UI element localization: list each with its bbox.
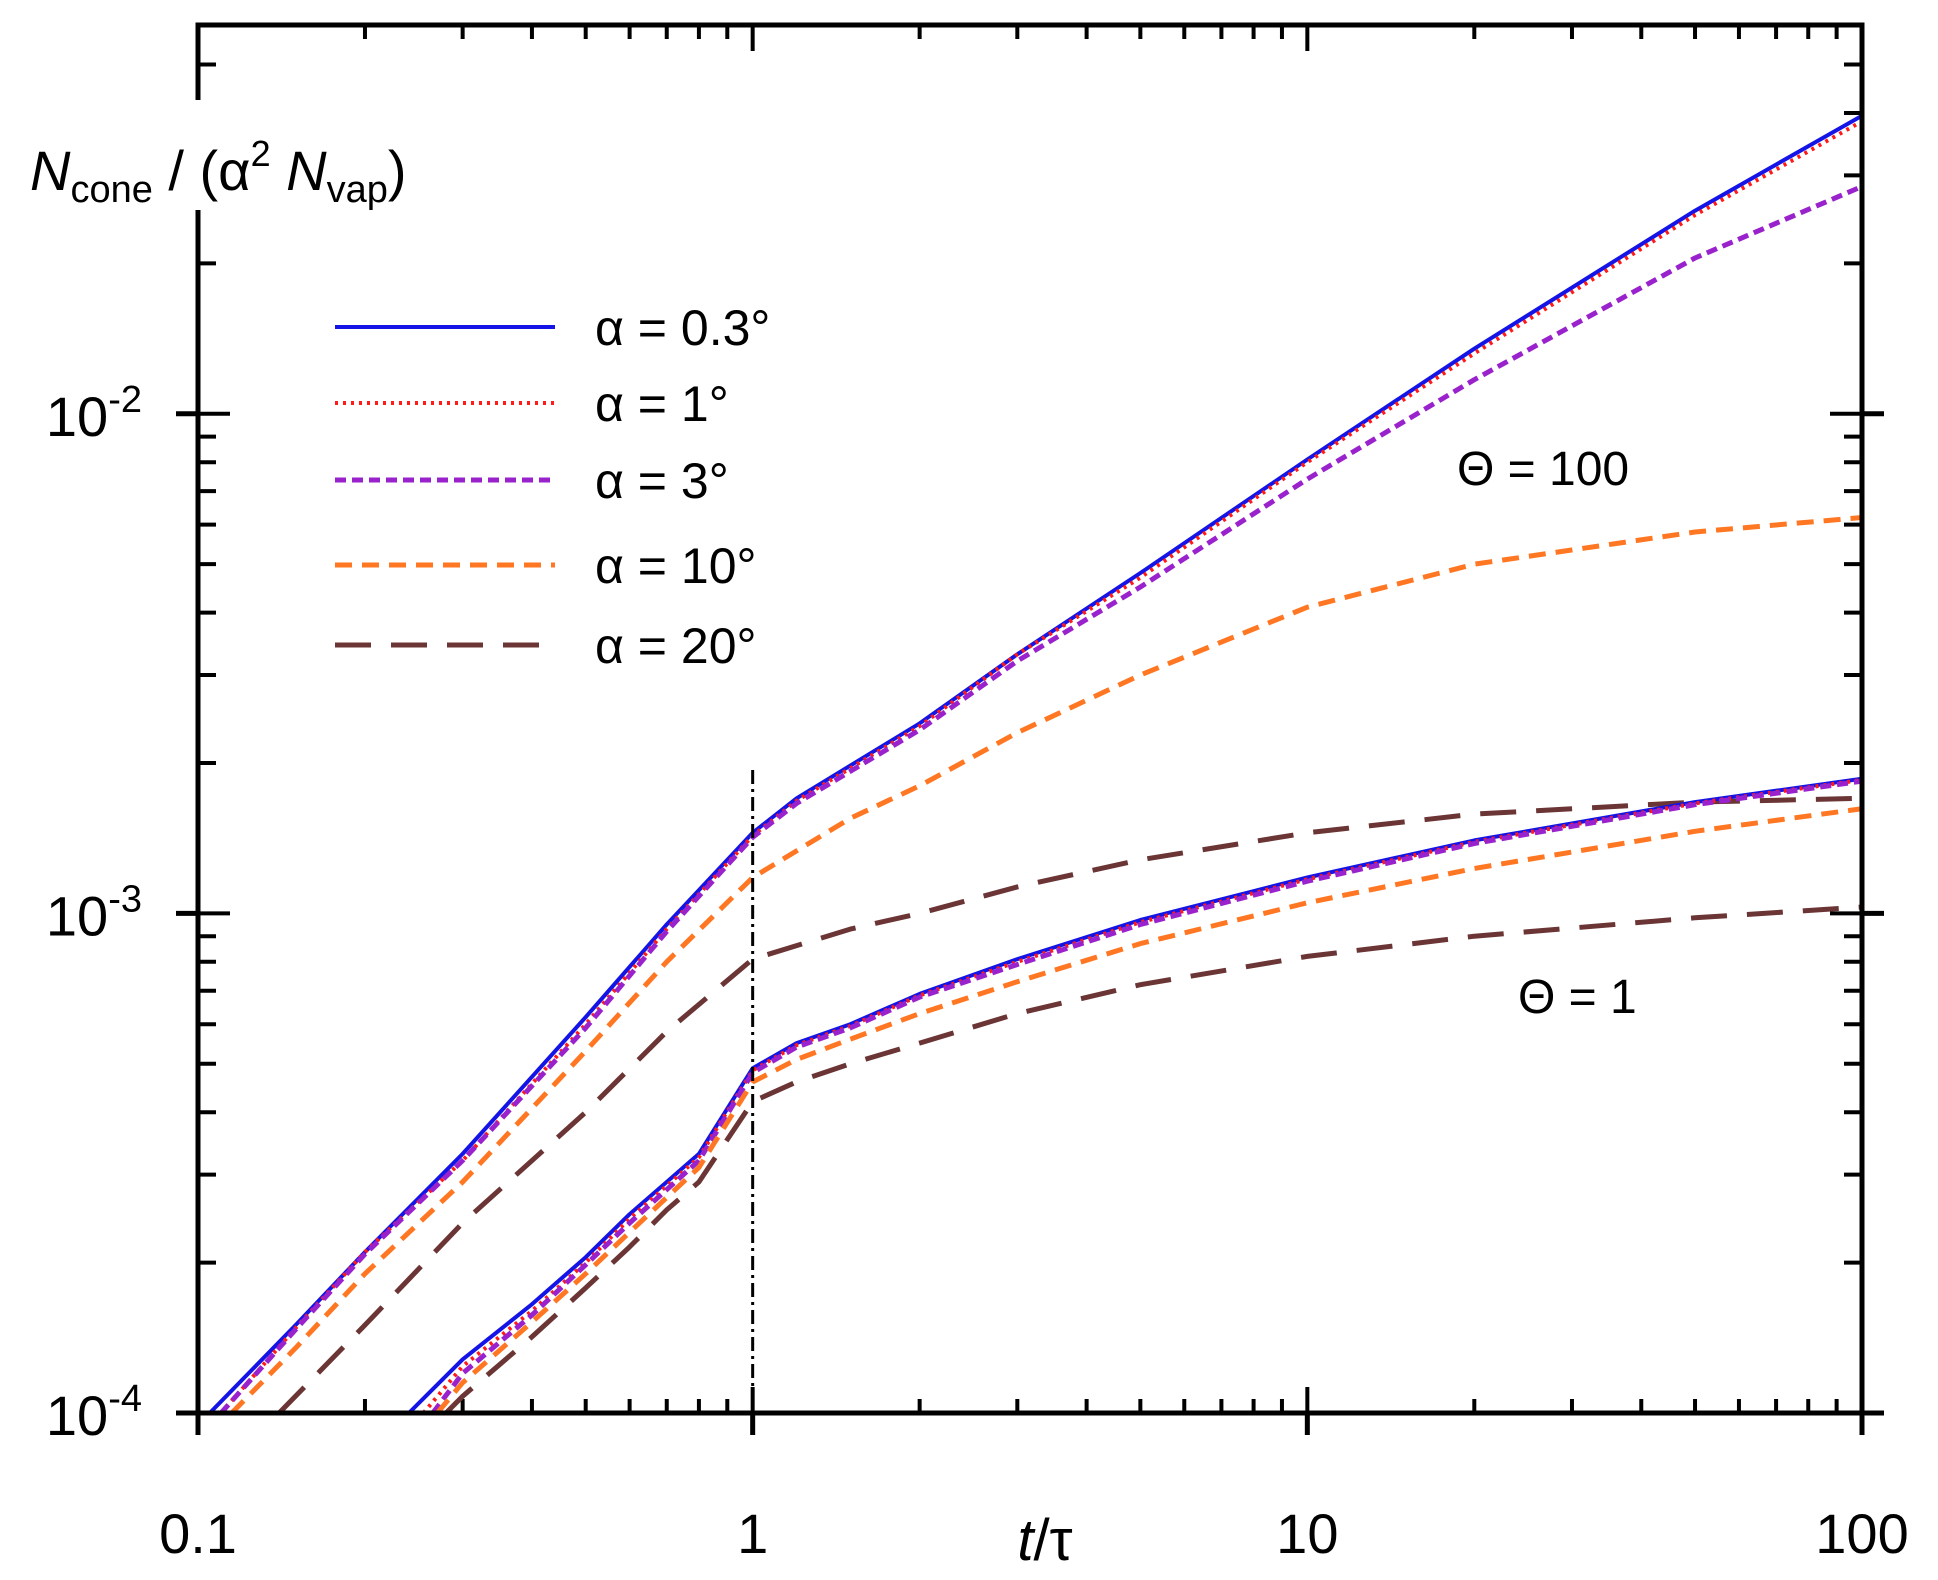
series-line-3 <box>229 515 1862 1413</box>
annotation-theta-100: Θ = 100 <box>1457 443 1629 496</box>
y-tick-label: 10-4 <box>46 1378 142 1447</box>
series-line-9 <box>444 904 1862 1413</box>
series-line-2 <box>219 184 1862 1413</box>
series-line-6 <box>421 777 1862 1413</box>
series-line-8 <box>435 806 1862 1413</box>
series-line-5 <box>407 776 1862 1413</box>
y-tick-label: 10-2 <box>46 379 142 448</box>
x-axis-label-rest: /τ <box>1034 1508 1073 1573</box>
series-line-1 <box>219 119 1862 1413</box>
legend-label-4: α = 20° <box>595 618 757 674</box>
legend-label-0: α = 0.3° <box>595 300 770 356</box>
series-lines <box>208 113 1862 1413</box>
legend-label-1: α = 1° <box>595 376 729 432</box>
legend-label-2: α = 3° <box>595 453 729 509</box>
x-tick-label: 100 <box>1815 1502 1908 1565</box>
plot-frame <box>195 22 1865 1416</box>
series-line-0 <box>208 113 1862 1413</box>
y-axis-label-sup: 2 <box>251 133 271 174</box>
x-tick-label: 0.1 <box>159 1502 237 1565</box>
y-axis-label-n2: N <box>271 139 328 202</box>
x-tick-labels: 0.1 1 10 100 <box>159 1502 1909 1565</box>
tick-marks <box>176 23 1884 1435</box>
x-axis-label-italic: t <box>1017 1508 1036 1573</box>
y-axis-label: Ncone / (α2 Nvap) <box>30 133 407 211</box>
series-line-4 <box>277 795 1862 1413</box>
x-tick-label: 1 <box>737 1502 768 1565</box>
y-axis-label-n: N <box>30 139 71 202</box>
annotation-theta-1: Θ = 1 <box>1518 971 1637 1024</box>
series-line-7 <box>430 778 1862 1413</box>
legend-label-3: α = 10° <box>595 538 757 594</box>
x-axis-label: t/τ <box>1017 1508 1072 1573</box>
y-axis-label-sub-cone: cone <box>70 169 152 211</box>
y-axis-label-mid: / (α <box>153 139 251 202</box>
y-tick-label: 10-3 <box>46 878 142 947</box>
x-tick-label: 10 <box>1276 1502 1338 1565</box>
legend: α = 0.3° α = 1° α = 3° α = 10° α = 20° <box>335 300 770 674</box>
y-tick-labels: 10-4 10-3 10-2 <box>46 379 142 1447</box>
y-axis-label-end: ) <box>388 139 407 202</box>
y-axis-label-background <box>22 100 542 210</box>
y-axis-label-sub-vap: vap <box>327 169 388 211</box>
